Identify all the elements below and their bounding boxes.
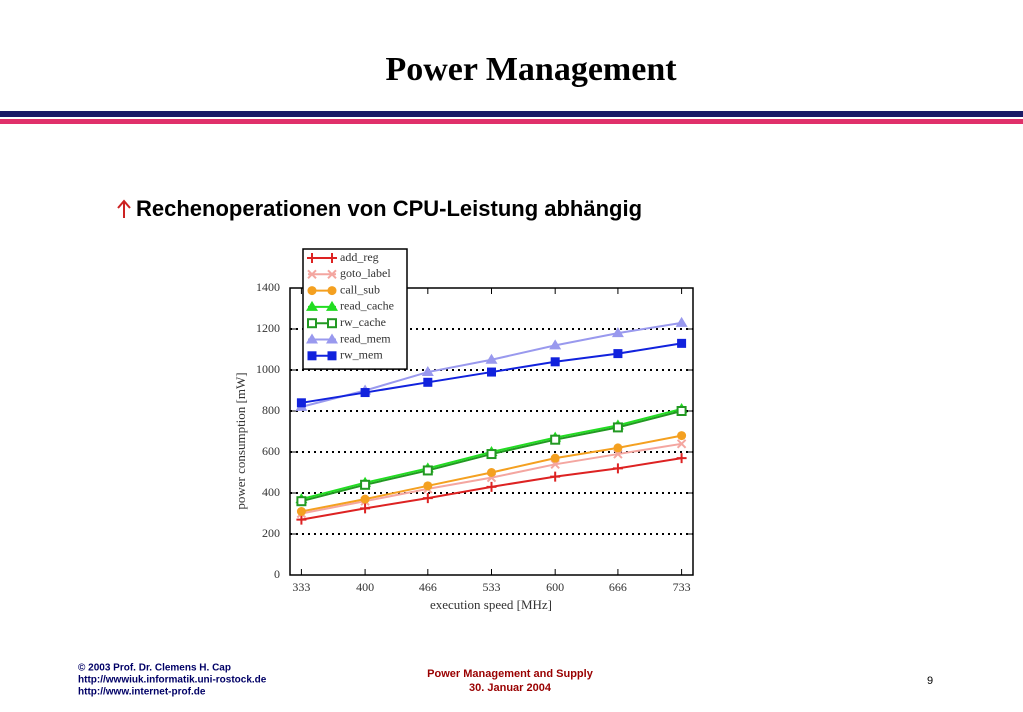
legend-marker [326, 333, 338, 344]
legend-marker [307, 318, 317, 329]
legend-label: rw_cache [340, 315, 386, 329]
data-point [675, 316, 688, 327]
legend-marker [327, 253, 337, 263]
y-axis-label: power consumption [mW] [233, 372, 248, 509]
data-point [613, 349, 623, 359]
legend-marker [326, 300, 338, 311]
footer-text: Power Management and Supply [427, 668, 594, 680]
y-tick-label: 1400 [256, 280, 280, 294]
legend-marker [327, 318, 337, 329]
x-tick-label: 466 [419, 580, 437, 594]
data-point [423, 481, 433, 491]
data-point [676, 439, 687, 449]
y-tick-label: 400 [262, 485, 280, 499]
data-point [611, 327, 624, 338]
y-tick-label: 800 [262, 403, 280, 417]
x-tick-label: 600 [546, 580, 564, 594]
data-point [423, 377, 433, 387]
legend-marker [327, 286, 337, 296]
data-point [549, 339, 562, 350]
data-point [485, 353, 498, 364]
stripe [0, 111, 1023, 117]
data-point [550, 471, 561, 482]
legend-label: add_reg [340, 250, 379, 264]
legend-marker [327, 269, 337, 280]
data-point [422, 465, 433, 476]
data-point [422, 493, 433, 504]
data-point [296, 398, 306, 408]
data-point [360, 479, 371, 490]
footer-text: http://www.internet-prof.de [78, 687, 206, 698]
footer-text: 30. Januar 2004 [469, 682, 552, 694]
y-tick-label: 600 [262, 444, 280, 458]
legend-marker [306, 333, 318, 344]
data-point [677, 431, 687, 441]
x-tick-label: 333 [292, 580, 310, 594]
legend-marker [307, 253, 317, 263]
legend-label: goto_label [340, 266, 391, 280]
legend-box [302, 248, 408, 370]
x-axis-label: execution speed [MHz] [430, 597, 552, 612]
legend-marker [306, 300, 318, 311]
data-point [612, 463, 623, 474]
data-point [360, 388, 370, 398]
bullet-arrow [117, 199, 131, 218]
data-point [360, 494, 370, 504]
data-point [612, 422, 623, 433]
x-tick-label: 733 [673, 580, 691, 594]
legend-marker [307, 351, 317, 361]
y-tick-label: 1000 [256, 362, 280, 376]
data-point [487, 468, 496, 477]
x-tick-label: 666 [609, 580, 627, 594]
data-point [296, 496, 307, 507]
data-point [550, 357, 560, 367]
data-point [676, 406, 687, 416]
data-point [550, 453, 560, 463]
data-point [296, 506, 306, 516]
data-point [486, 449, 497, 460]
x-tick-label: 400 [356, 580, 374, 594]
data-point [550, 434, 561, 445]
legend-marker [327, 351, 337, 361]
legend-label: call_sub [340, 282, 380, 296]
stripe [0, 119, 1023, 124]
legend-label: rw_mem [340, 348, 383, 362]
data-point [487, 367, 496, 377]
bullet-text: Rechenoperationen von CPU-Leistung abhän… [136, 196, 642, 221]
legend-marker [307, 269, 317, 280]
data-point [296, 514, 307, 525]
legend-label: read_mem [340, 331, 391, 345]
data-point [676, 453, 687, 464]
footer-text: © 2003 Prof. Dr. Clemens H. Cap [78, 663, 231, 674]
data-point [677, 338, 687, 348]
data-point [360, 503, 371, 514]
data-point [486, 481, 497, 492]
y-tick-label: 1200 [256, 321, 280, 335]
data-point [421, 366, 434, 377]
y-tick-label: 200 [262, 526, 280, 540]
page-number: 9 [927, 675, 933, 687]
data-point [613, 443, 623, 453]
footer-text: http://wwwiuk.informatik.uni-rostock.de [78, 675, 267, 686]
legend-marker [307, 286, 317, 296]
slide-title: Power Management [385, 51, 677, 88]
x-tick-label: 533 [483, 580, 501, 594]
y-tick-label: 0 [274, 567, 280, 581]
legend-label: read_cache [340, 299, 394, 313]
